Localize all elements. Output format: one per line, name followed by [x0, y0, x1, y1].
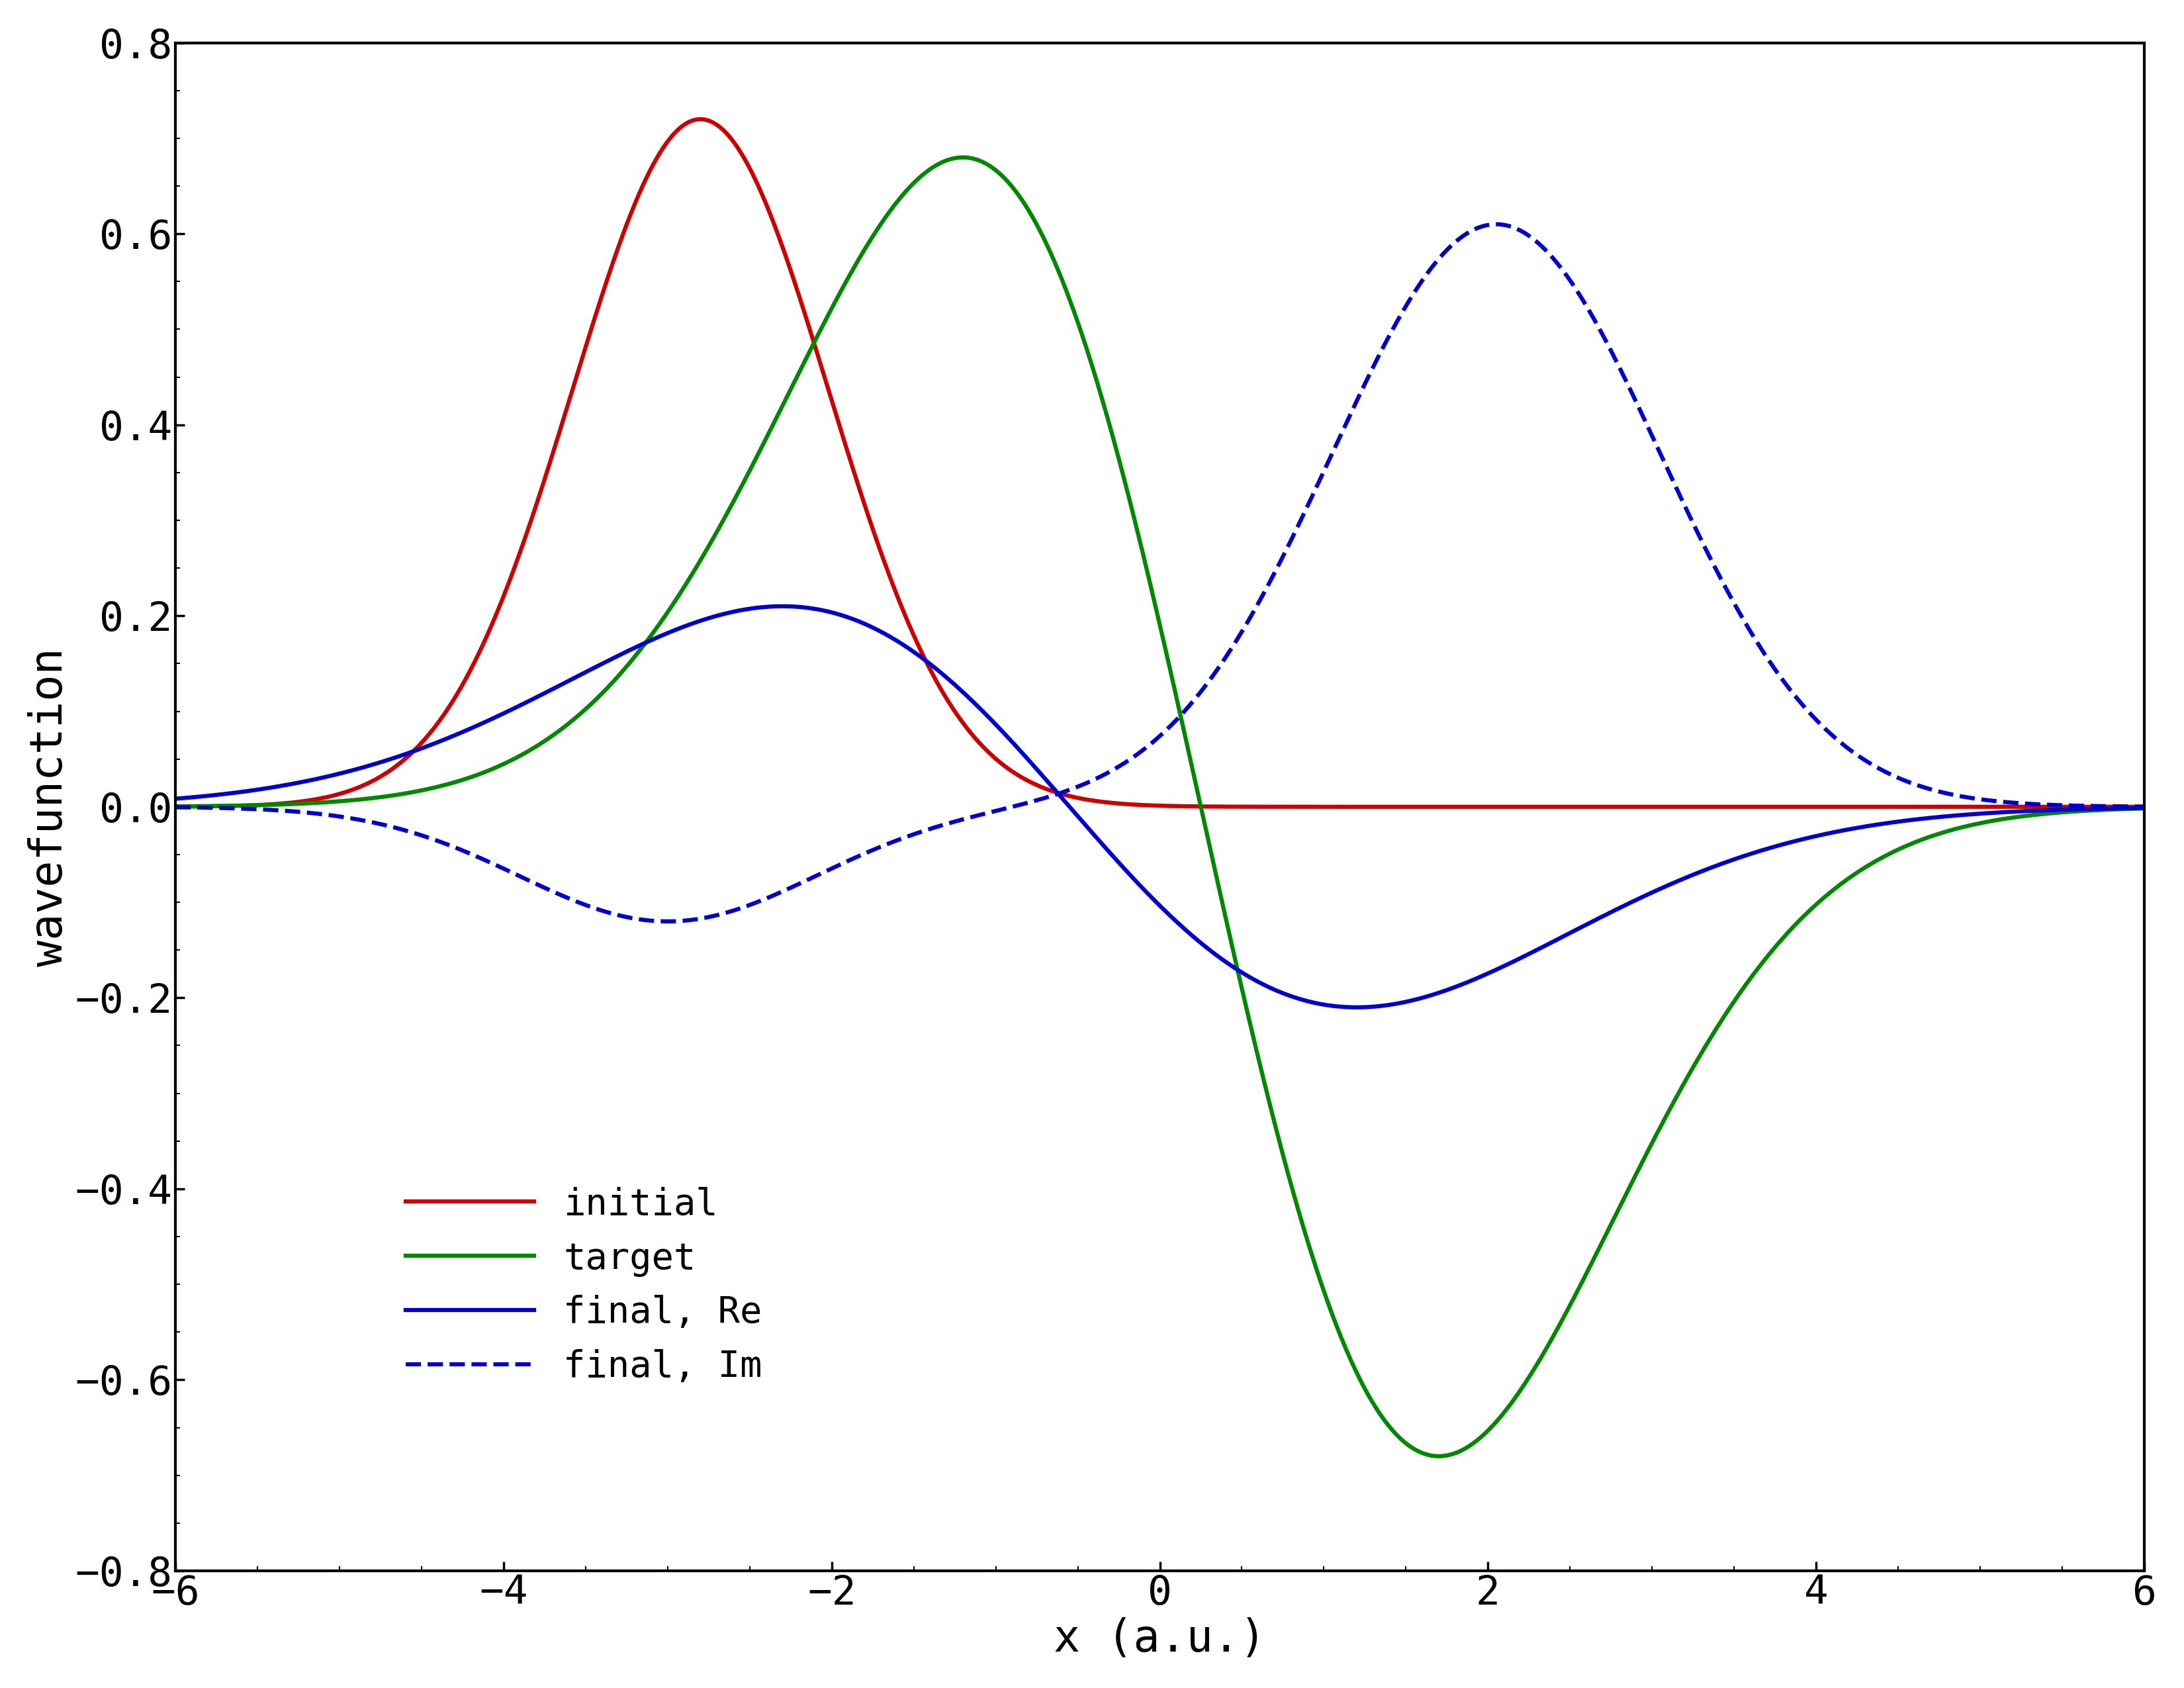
final, Re: [387, 746, 413, 766]
final, Im: [387, 819, 413, 839]
initial: [2092, 797, 2118, 817]
target: [1002, 182, 1029, 203]
Line: final, Re: final, Re: [175, 606, 2145, 1008]
target: [950, 147, 976, 167]
target: [2132, 798, 2158, 819]
target: [1883, 841, 1909, 861]
Line: target: target: [175, 157, 2145, 1457]
initial: [688, 110, 714, 130]
initial: [917, 662, 943, 682]
target: [2094, 800, 2121, 820]
final, Im: [2132, 797, 2158, 817]
final, Re: [1002, 736, 1029, 756]
final, Re: [769, 596, 795, 616]
X-axis label: x (a.u.): x (a.u.): [1053, 1617, 1267, 1661]
target: [917, 159, 943, 179]
Y-axis label: wavefunction: wavefunction: [28, 648, 72, 966]
final, Re: [1343, 998, 1369, 1018]
final, Re: [505, 697, 531, 717]
final, Im: [2094, 797, 2121, 817]
initial: [387, 753, 413, 773]
final, Im: [162, 797, 188, 817]
initial: [2132, 797, 2158, 817]
final, Re: [1883, 812, 1909, 832]
target: [387, 785, 413, 805]
Legend: initial, target, final, Re, final, Im: initial, target, final, Re, final, Im: [391, 1171, 778, 1399]
Line: initial: initial: [175, 120, 2145, 807]
final, Im: [1002, 795, 1029, 815]
final, Re: [162, 788, 188, 809]
final, Im: [917, 819, 943, 839]
final, Im: [655, 912, 681, 932]
final, Im: [1883, 766, 1909, 787]
target: [162, 797, 188, 817]
final, Im: [505, 864, 531, 885]
initial: [505, 550, 531, 571]
final, Im: [1483, 214, 1509, 235]
final, Re: [917, 655, 943, 675]
initial: [1880, 797, 1907, 817]
initial: [1002, 765, 1029, 785]
target: [505, 748, 531, 768]
initial: [162, 797, 188, 817]
final, Re: [2094, 798, 2121, 819]
final, Re: [2132, 798, 2158, 819]
Line: final, Im: final, Im: [175, 225, 2145, 922]
target: [1426, 1447, 1452, 1467]
